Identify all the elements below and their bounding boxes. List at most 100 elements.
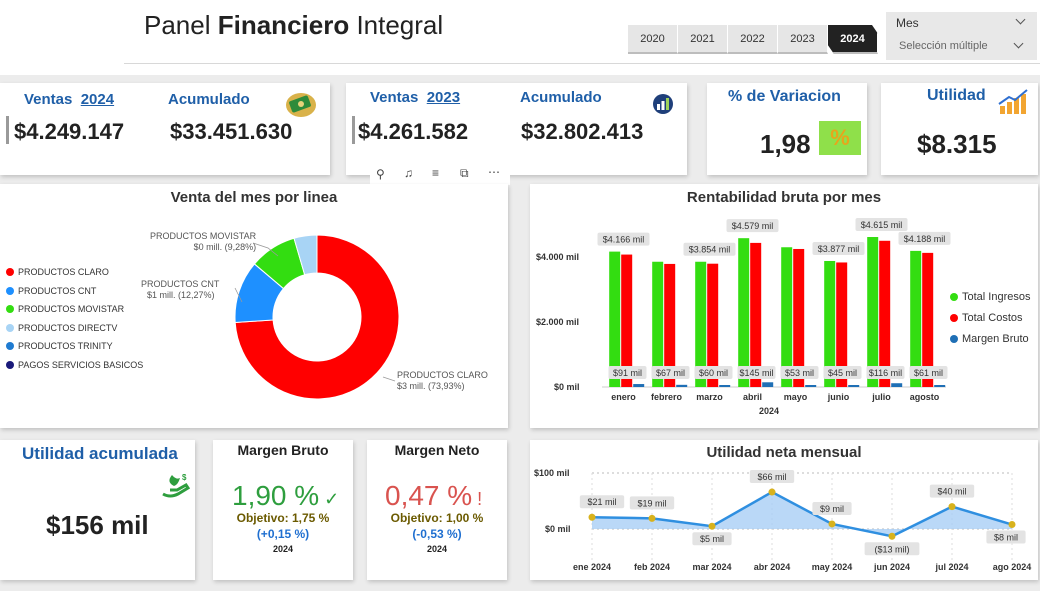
year-tab-2022[interactable]: 2022 [728,25,778,54]
month-slicer-value[interactable]: Selección múltiple [899,40,988,52]
bar-chart-title: Rentabilidad bruta por mes [686,189,882,206]
check-icon: ✓ [319,489,340,509]
x-tick-label: ago 2024 [993,562,1032,572]
data-point-ago-2024[interactable] [1008,521,1016,529]
data-label-bg [737,366,776,379]
growth-bars-icon [998,89,1028,114]
legend-item-productos-cnt[interactable]: PRODUCTOS CNT [6,286,96,296]
bar-total-costos-junio[interactable] [836,262,848,387]
data-point-mar-2024[interactable] [708,522,716,530]
year-tab-2024[interactable]: 2024 [828,25,878,54]
legend-item-margen-bruto[interactable]: Margen Bruto [950,333,1029,345]
chevron-down-icon[interactable] [1015,14,1026,25]
data-point-feb-2024[interactable] [648,514,656,522]
bar-total-costos-julio[interactable] [879,240,891,387]
legend-item-productos-claro[interactable]: PRODUCTOS CLARO [6,267,109,277]
data-point-jul-2024[interactable] [948,503,956,511]
data-label-bg [909,366,948,379]
margen-neto-objetivo: Objetivo: 1,00 % [390,511,484,525]
bar-margen-bruto-agosto[interactable] [934,385,946,387]
bar-total-costos-febrero[interactable] [664,263,676,387]
bar-total-costos-enero[interactable] [621,254,633,387]
legend-item-pagos-servicios-basicos[interactable]: PAGOS SERVICIOS BASICOS [6,360,143,370]
bar-margen-bruto-marzo[interactable] [719,385,731,387]
bar-chart[interactable]: enero febrero marzo abril mayo junio julio agos… [530,184,1038,428]
legend-label: PRODUCTOS CNT [18,285,97,296]
data-point-may-2024[interactable] [828,520,836,528]
ventas-year: 2024 [80,91,115,108]
month-slicer[interactable]: Mes Selección múltiple [886,12,1037,60]
bar-total-ingresos-junio[interactable] [824,260,836,387]
bar-margen-bruto-junio[interactable] [848,385,860,387]
bar-total-ingresos-enero[interactable] [609,251,621,387]
bar-total-ingresos-julio[interactable] [867,237,879,387]
data-label-bg [929,484,975,498]
line-chart[interactable]: $21 mil ene 2024 $19 mil feb 2024 $5 mil mar … [530,440,1038,580]
kpi-card-ventas-2024: Ventas 2024 $4.249.147 Acumulado $33.451… [0,83,330,175]
margen-bruto-delta: (+0,15 %) [256,527,310,541]
bar-margen-bruto-febrero[interactable] [676,384,688,387]
x-tick-label: abril [743,392,762,402]
legend-item-total-ingresos[interactable]: Total Ingresos [950,291,1030,303]
bar-total-ingresos-abril[interactable] [738,238,750,387]
x-tick-label: jul 2024 [934,562,968,572]
data-label: $5 mil [700,534,724,544]
data-point-jun-2024[interactable] [888,532,896,540]
year-tab-2020[interactable]: 2020 [628,25,678,54]
x-tick-label: mayo [784,392,808,402]
bar-margen-bruto-julio[interactable] [891,383,903,387]
chevron-down-icon[interactable] [1013,38,1024,49]
donut-slice-productos-claro[interactable] [234,234,400,400]
data-label-bg [898,231,951,245]
more-options-icon[interactable]: ⋯ [488,165,500,179]
data-label-ingresos: $4.579 mil [732,221,774,231]
bar-margen-bruto-mayo[interactable] [805,385,817,387]
page-title: Panel Financiero Integral [144,10,444,40]
data-label: $21 mil [587,497,616,507]
svg-text:$: $ [182,473,187,482]
bar-total-ingresos-marzo[interactable] [695,261,707,387]
bar-total-costos-abril[interactable] [750,242,762,387]
acumulado-value: $32.802.413 [521,119,644,144]
data-label: $19 mil [637,498,666,508]
legend-label: PAGOS SERVICIOS BASICOS [18,359,144,370]
bar-total-ingresos-agosto[interactable] [910,250,922,387]
year-tab-2021[interactable]: 2021 [678,25,728,54]
variacion-value: 1,98 [760,129,811,159]
data-label-bg [651,366,690,379]
bar-total-costos-agosto[interactable] [922,252,934,387]
donut-label-cnt: PRODUCTOS CNT $1 mill. (12,27%) [141,279,220,300]
series-line [591,490,1013,538]
legend-dot [6,286,14,295]
bell-icon[interactable]: ♫ [404,166,413,180]
y-tick-label: $4.000 mil [536,252,580,262]
bar-margen-bruto-abril[interactable] [762,382,774,387]
donut-chart[interactable] [0,184,508,428]
legend-item-productos-trinity[interactable]: PRODUCTOS TRINITY [6,341,113,351]
x-tick-label: febrero [651,392,683,402]
legend-label: PRODUCTOS MOVISTAR [18,304,125,314]
legend-item-total-costos[interactable]: Total Costos [950,312,1023,324]
bar-margen-bruto-enero[interactable] [633,384,645,387]
bar-total-ingresos-mayo[interactable] [781,247,793,387]
legend-item-productos-directv[interactable]: PRODUCTOS DIRECTV [6,323,117,333]
legend-dot [950,314,958,322]
pin-icon[interactable]: ⚲ [376,167,385,181]
money-hand-icon: $ [162,473,190,498]
year-slicer[interactable]: 2020 2021 2022 2023 2024 [628,25,878,54]
bar-total-ingresos-febrero[interactable] [652,261,664,387]
donut-slice-productos-directv[interactable] [293,234,318,276]
bar-total-costos-marzo[interactable] [707,263,719,387]
legend-item-productos-movistar[interactable]: PRODUCTOS MOVISTAR [6,304,124,314]
year-tab-2023[interactable]: 2023 [778,25,828,54]
filter-icon[interactable]: ≡ [432,166,440,180]
x-tick-label: julio [871,392,891,402]
data-point-ene-2024[interactable] [588,513,596,521]
bar-chart-card: Rentabilidad bruta por mes enero febrero m… [530,184,1038,428]
data-label-bg [823,366,862,379]
bar-total-costos-mayo[interactable] [793,248,805,387]
margen-bruto-year: 2024 [272,544,294,554]
data-point-abr-2024[interactable] [768,488,776,496]
donut-label-movistar: PRODUCTOS MOVISTAR $0 mill. (9,28%) [150,231,257,252]
focus-mode-icon[interactable]: ⧉ [460,166,469,180]
